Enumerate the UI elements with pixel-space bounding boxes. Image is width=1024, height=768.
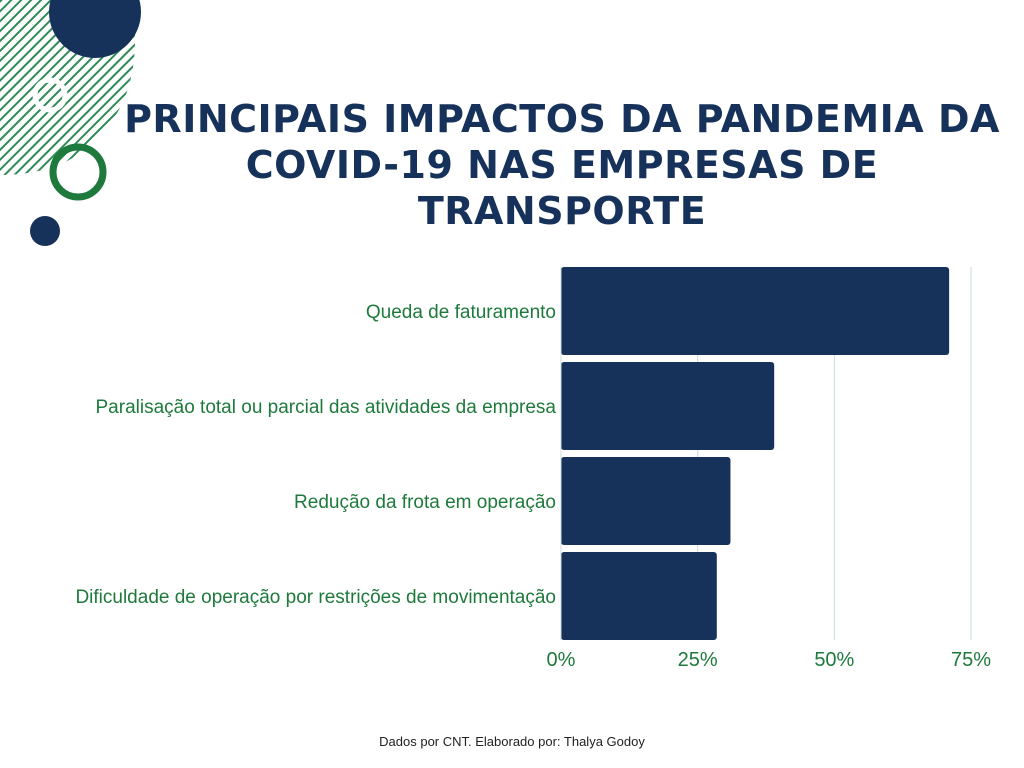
source-note: Dados por CNT. Elaborado por: Thalya God…: [379, 734, 645, 749]
category-label: Redução da frota em operação: [294, 492, 556, 513]
navy-dot: [30, 216, 60, 246]
x-tick-label: 25%: [678, 649, 718, 671]
bar: [561, 267, 950, 355]
category-label: Queda de faturamento: [366, 302, 556, 323]
white-ring: [32, 77, 68, 113]
title-line-2: COVID-19 NAS EMPRESAS DE TRANSPORTE: [245, 143, 879, 233]
x-tick-label: 0%: [547, 649, 576, 671]
decorative-shapes: [0, 0, 141, 246]
navy-circle-large: [49, 0, 141, 58]
title-line-1: PRINCIPAIS IMPACTOS DA PANDEMIA DA: [124, 97, 1000, 141]
x-tick-label: 75%: [951, 649, 991, 671]
category-label: Paralisação total ou parcial das ativida…: [96, 397, 557, 418]
page-title: PRINCIPAIS IMPACTOS DA PANDEMIA DA COVID…: [100, 96, 1024, 234]
x-tick-label: 50%: [814, 649, 854, 671]
bar-chart: 0% 25% 50% 75% Queda de faturamento Paralisaç…: [75, 267, 991, 671]
bar: [561, 362, 775, 450]
bar: [561, 457, 731, 545]
green-ring: [49, 143, 107, 201]
category-label: Dificuldade de operação por restrições d…: [75, 587, 556, 608]
bar: [561, 552, 717, 640]
